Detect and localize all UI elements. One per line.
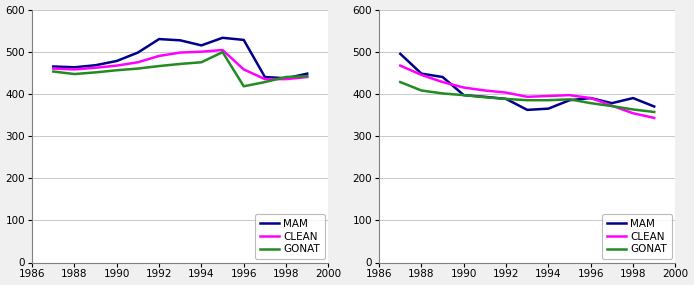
GONAT — [629, 108, 637, 111]
GONAT — [523, 99, 532, 102]
MAM — [502, 97, 510, 101]
CLEAN — [49, 67, 58, 70]
MAM — [608, 101, 616, 105]
MAM — [566, 99, 574, 102]
Line: MAM: MAM — [53, 38, 307, 78]
GONAT — [92, 71, 100, 74]
CLEAN — [134, 60, 142, 64]
CLEAN — [481, 89, 489, 92]
CLEAN — [650, 116, 659, 120]
GONAT — [303, 74, 312, 78]
MAM — [544, 107, 552, 110]
CLEAN — [417, 73, 425, 77]
GONAT — [459, 93, 468, 97]
CLEAN — [112, 64, 121, 67]
CLEAN — [502, 91, 510, 94]
MAM — [523, 108, 532, 112]
CLEAN — [282, 78, 290, 81]
MAM — [586, 96, 595, 100]
GONAT — [396, 80, 405, 84]
GONAT — [176, 62, 185, 66]
CLEAN — [566, 93, 574, 97]
GONAT — [219, 50, 227, 54]
CLEAN — [261, 78, 269, 81]
Legend: MAM, CLEAN, GONAT: MAM, CLEAN, GONAT — [602, 214, 672, 259]
MAM — [261, 75, 269, 79]
CLEAN — [629, 111, 637, 115]
CLEAN — [197, 50, 205, 53]
Line: MAM: MAM — [400, 54, 654, 110]
GONAT — [544, 99, 552, 102]
GONAT — [197, 60, 205, 64]
CLEAN — [219, 48, 227, 52]
GONAT — [239, 85, 248, 88]
GONAT — [650, 110, 659, 114]
Line: GONAT: GONAT — [400, 82, 654, 112]
MAM — [417, 72, 425, 75]
Line: GONAT: GONAT — [53, 52, 307, 86]
GONAT — [608, 104, 616, 108]
MAM — [303, 72, 312, 75]
CLEAN — [92, 66, 100, 70]
GONAT — [155, 64, 163, 68]
MAM — [70, 66, 78, 69]
GONAT — [417, 89, 425, 92]
GONAT — [502, 97, 510, 101]
GONAT — [134, 67, 142, 70]
CLEAN — [586, 96, 595, 100]
MAM — [197, 44, 205, 47]
MAM — [134, 51, 142, 54]
MAM — [650, 105, 659, 108]
CLEAN — [155, 54, 163, 58]
CLEAN — [439, 80, 447, 84]
MAM — [481, 95, 489, 99]
CLEAN — [70, 68, 78, 71]
MAM — [155, 37, 163, 41]
Line: CLEAN: CLEAN — [400, 66, 654, 118]
CLEAN — [608, 104, 616, 107]
MAM — [176, 39, 185, 42]
CLEAN — [523, 95, 532, 99]
MAM — [49, 65, 58, 68]
GONAT — [481, 95, 489, 99]
CLEAN — [303, 75, 312, 79]
GONAT — [586, 101, 595, 105]
CLEAN — [459, 86, 468, 89]
MAM — [396, 52, 405, 56]
Legend: MAM, CLEAN, GONAT: MAM, CLEAN, GONAT — [255, 214, 325, 259]
CLEAN — [176, 51, 185, 54]
GONAT — [439, 92, 447, 95]
MAM — [239, 38, 248, 42]
MAM — [282, 77, 290, 80]
GONAT — [70, 72, 78, 76]
MAM — [459, 93, 468, 97]
MAM — [219, 36, 227, 40]
MAM — [439, 75, 447, 79]
GONAT — [261, 80, 269, 84]
GONAT — [282, 75, 290, 79]
CLEAN — [544, 94, 552, 98]
MAM — [92, 64, 100, 67]
GONAT — [49, 70, 58, 73]
CLEAN — [396, 64, 405, 67]
MAM — [112, 59, 121, 63]
MAM — [629, 96, 637, 100]
GONAT — [112, 69, 121, 72]
CLEAN — [239, 68, 248, 71]
GONAT — [566, 98, 574, 101]
Line: CLEAN: CLEAN — [53, 50, 307, 79]
